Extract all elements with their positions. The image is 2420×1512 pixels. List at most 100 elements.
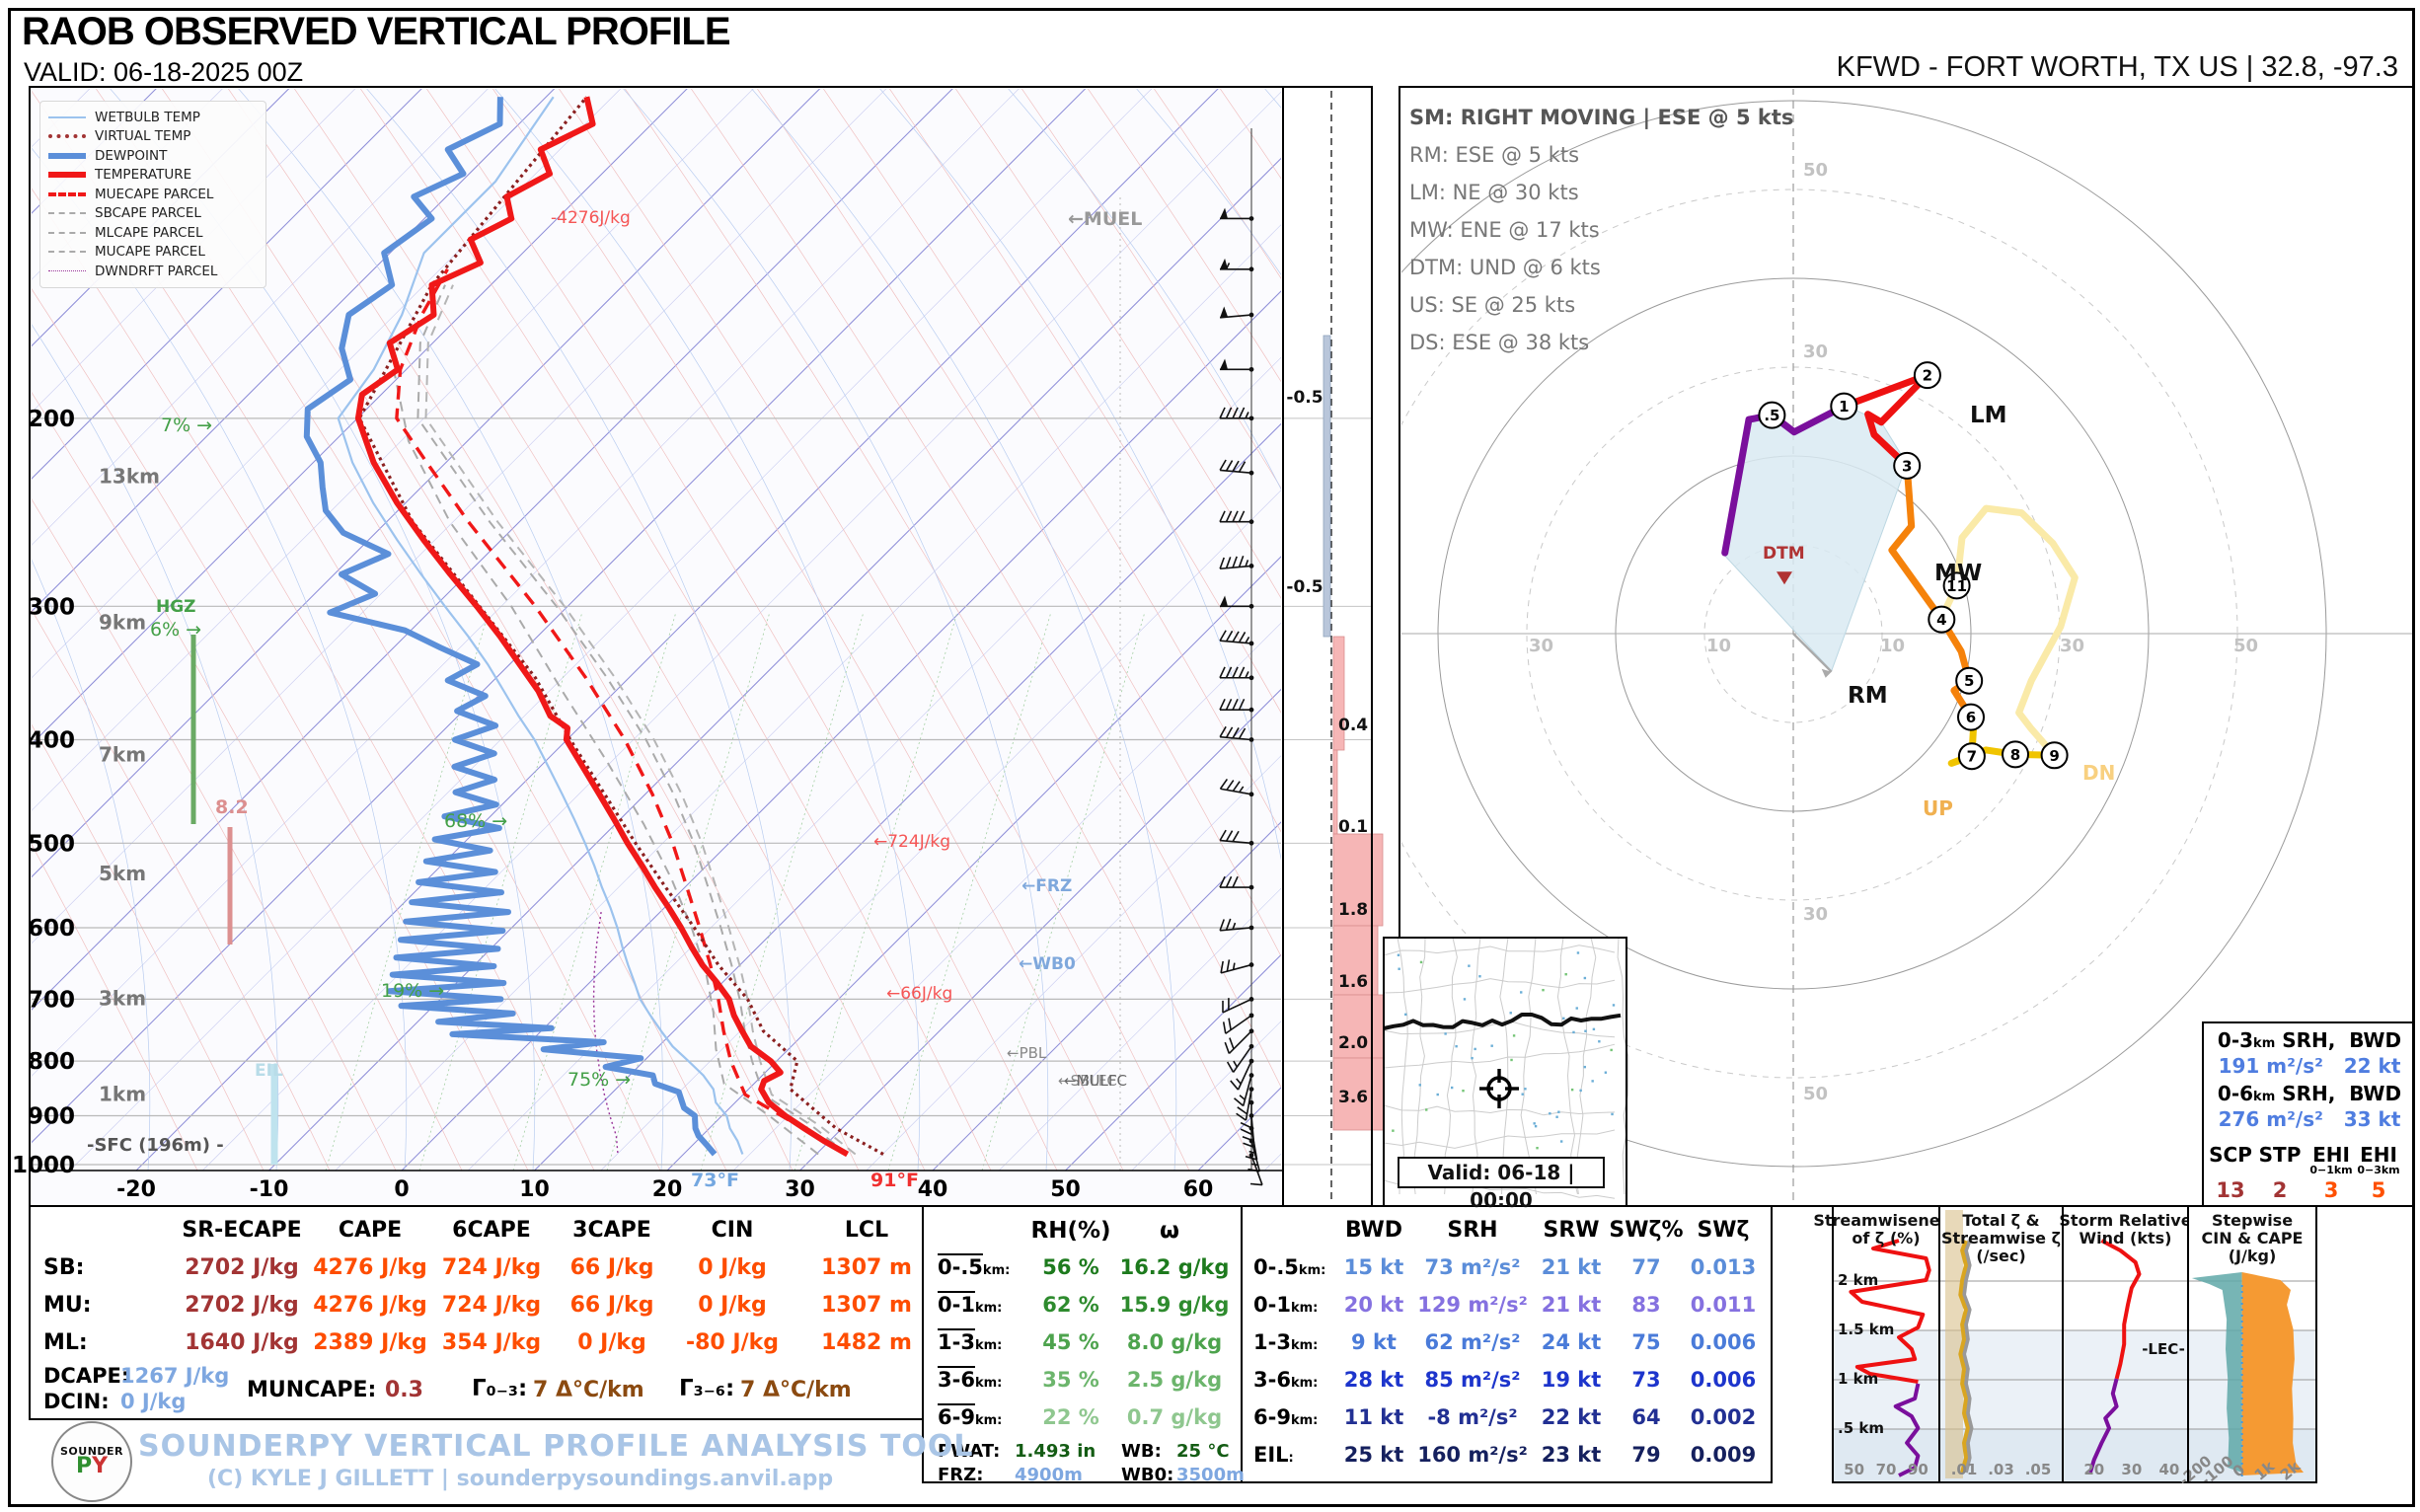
muncape-label: MUNCAPE: bbox=[247, 1378, 377, 1402]
svg-text:Storm Relative: Storm Relative bbox=[2059, 1211, 2191, 1230]
mixing-ratio-value: 8.0 g/kg bbox=[1126, 1330, 1223, 1354]
svg-text:CIN & CAPE: CIN & CAPE bbox=[2202, 1229, 2304, 1247]
rh-row-label: 1-3km: bbox=[938, 1330, 1003, 1354]
svg-text:13km: 13km bbox=[99, 465, 160, 489]
svg-text:10: 10 bbox=[1706, 636, 1731, 656]
storm-motion-info: SM: RIGHT MOVING | ESE @ 5 kts RM: ESE @ … bbox=[1409, 99, 1793, 361]
svg-text:-SFC (196m) -: -SFC (196m) - bbox=[87, 1135, 224, 1156]
dcape-label: DCAPE: bbox=[43, 1364, 130, 1388]
svg-text:800: 800 bbox=[28, 1049, 75, 1075]
hodo-label-dtm: DTM bbox=[1763, 544, 1805, 564]
swzeta-value: 0.013 bbox=[1690, 1255, 1757, 1279]
thermo-row-label: MU: bbox=[43, 1293, 92, 1318]
svg-text:2: 2 bbox=[1923, 367, 1932, 385]
bwd-value: 9 kt bbox=[1351, 1330, 1397, 1354]
svg-text:Stepwise: Stepwise bbox=[2212, 1211, 2293, 1230]
svg-text:60: 60 bbox=[1183, 1177, 1214, 1202]
rh-value: 35 % bbox=[1042, 1368, 1099, 1392]
skewt-legend: WETBULB TEMP VIRTUAL TEMP DEWPOINT TEMPERAT… bbox=[39, 101, 266, 288]
svg-text:91°F: 91°F bbox=[870, 1170, 919, 1191]
svg-text:50: 50 bbox=[2233, 636, 2258, 656]
dcin-value: 0 J/kg bbox=[120, 1390, 187, 1413]
annotation-sblfc: ←SBLFC bbox=[1058, 1072, 1117, 1090]
hodo-trace-0.5-3km bbox=[1840, 371, 1931, 470]
svg-text:(/sec): (/sec) bbox=[1976, 1247, 2025, 1265]
panel-series-streamwiseness-1 bbox=[1893, 1383, 1921, 1477]
frz-label: FRZ: bbox=[938, 1465, 984, 1485]
legend-label: DEWPOINT bbox=[95, 147, 168, 164]
svg-text:Streamwise ζ: Streamwise ζ bbox=[1941, 1229, 2061, 1247]
frz-value: 4900m bbox=[1015, 1465, 1083, 1485]
panel-series-storm-relative-wind-1 bbox=[2087, 1378, 2119, 1474]
hodo-trace-3-6km bbox=[1888, 462, 1975, 721]
panel-series-storm-relative-wind-0 bbox=[2100, 1239, 2142, 1380]
dwndrft-parcel-line bbox=[592, 912, 619, 1155]
rh-row-label: 0-.5km: bbox=[938, 1255, 1011, 1279]
hodo-label-rm: RM bbox=[1848, 683, 1888, 709]
rh-col-header: RH(%) bbox=[1030, 1218, 1111, 1244]
rh-value: 56 % bbox=[1042, 1255, 1099, 1279]
thermo-value: 1307 m bbox=[821, 1293, 912, 1318]
hodo-height-marker-5: 5 bbox=[1955, 666, 1984, 695]
storm-motion-line: SM: RIGHT MOVING | ESE @ 5 kts bbox=[1409, 106, 1794, 129]
hodo-height-marker-3: 3 bbox=[1893, 451, 1922, 480]
legend-label: MUCAPE PARCEL bbox=[95, 244, 205, 261]
srh-value: -8 m²/s² bbox=[1427, 1405, 1518, 1429]
thermo-value: 724 J/kg bbox=[441, 1293, 542, 1318]
legend-item: DWNDRFT PARCEL bbox=[48, 262, 258, 281]
hodo-label-lm: LM bbox=[1970, 403, 2007, 428]
dewpoint-line bbox=[303, 97, 718, 1157]
annotation-mulfc: ←MULFC bbox=[1064, 1072, 1127, 1090]
index-header-ehi2: EHI bbox=[2312, 1143, 2350, 1167]
index-value: 5 bbox=[2371, 1178, 2386, 1202]
index-header-ehi3: EHI bbox=[2360, 1143, 2397, 1167]
map-valid-label: Valid: 06-18 | 00:00 bbox=[1398, 1157, 1605, 1212]
thermo-value: -80 J/kg bbox=[685, 1330, 780, 1355]
svg-text:Streamwiseness: Streamwiseness bbox=[1813, 1211, 1958, 1230]
hodo-height-marker-8: 8 bbox=[2002, 740, 2029, 769]
panel-series-vorticity-0 bbox=[1962, 1240, 1974, 1474]
logo-text-bottom: PY bbox=[75, 1454, 109, 1478]
annotation-68%: 68% → bbox=[444, 810, 507, 832]
svg-text:20: 20 bbox=[2083, 1461, 2104, 1478]
svg-text:4: 4 bbox=[1936, 611, 1946, 629]
shear-row-label: 3-6km: bbox=[1253, 1368, 1319, 1392]
index-header-scp0: SCP bbox=[2209, 1143, 2252, 1167]
rh-row-label: 6-9km: bbox=[938, 1405, 1003, 1429]
swzeta-value: 0.009 bbox=[1690, 1443, 1757, 1467]
storm-motion-line: US: SE @ 25 kts bbox=[1409, 293, 1576, 317]
swzeta-value: 0.006 bbox=[1690, 1330, 1757, 1354]
muncape-value: 0.3 bbox=[385, 1378, 423, 1402]
shear-col-header: SRH bbox=[1447, 1218, 1498, 1243]
svg-text:50: 50 bbox=[1050, 1177, 1081, 1202]
bwd-value: 25 kt bbox=[1343, 1443, 1404, 1467]
srh-value: 129 m²/s² bbox=[1417, 1293, 1528, 1317]
storm-motion-line: LM: NE @ 30 kts bbox=[1409, 181, 1579, 204]
thermo-value: 0 J/kg bbox=[698, 1255, 767, 1280]
legend-sample-line bbox=[48, 191, 86, 196]
legend-sample-line bbox=[48, 270, 86, 272]
svg-text:-20: -20 bbox=[116, 1177, 156, 1202]
footer-brand: SOUNDERPY VERTICAL PROFILE ANALYSIS TOOL bbox=[138, 1429, 974, 1464]
srh-0-3-header: 0-3km SRH, BWD bbox=[2217, 1028, 2402, 1052]
omega-down-bar bbox=[1332, 636, 1345, 751]
svg-text:0: 0 bbox=[394, 1177, 409, 1202]
hodo-height-marker-11: 11 bbox=[1942, 571, 1971, 600]
annotation-eil: EIL bbox=[255, 1061, 283, 1081]
thermo-value: 1307 m bbox=[821, 1255, 912, 1280]
mixing-ratio-value: 16.2 g/kg bbox=[1119, 1255, 1230, 1279]
svg-text:11: 11 bbox=[1946, 577, 1967, 595]
state-border-river bbox=[1383, 1013, 1622, 1030]
swzeta-pct-value: 75 bbox=[1631, 1330, 1661, 1354]
srh-0-6-values: 276 m²/s² 33 kt bbox=[2218, 1107, 2401, 1131]
svg-text:30: 30 bbox=[1803, 341, 1828, 362]
thermo-value: 2389 J/kg bbox=[313, 1330, 427, 1355]
svg-text:-10: -10 bbox=[250, 1177, 289, 1202]
svg-text:1.6: 1.6 bbox=[1338, 972, 1368, 992]
legend-sample-line bbox=[48, 134, 86, 139]
legend-label: DWNDRFT PARCEL bbox=[95, 263, 218, 279]
dtm-marker bbox=[1777, 571, 1792, 585]
swzeta-pct-value: 73 bbox=[1631, 1368, 1661, 1392]
